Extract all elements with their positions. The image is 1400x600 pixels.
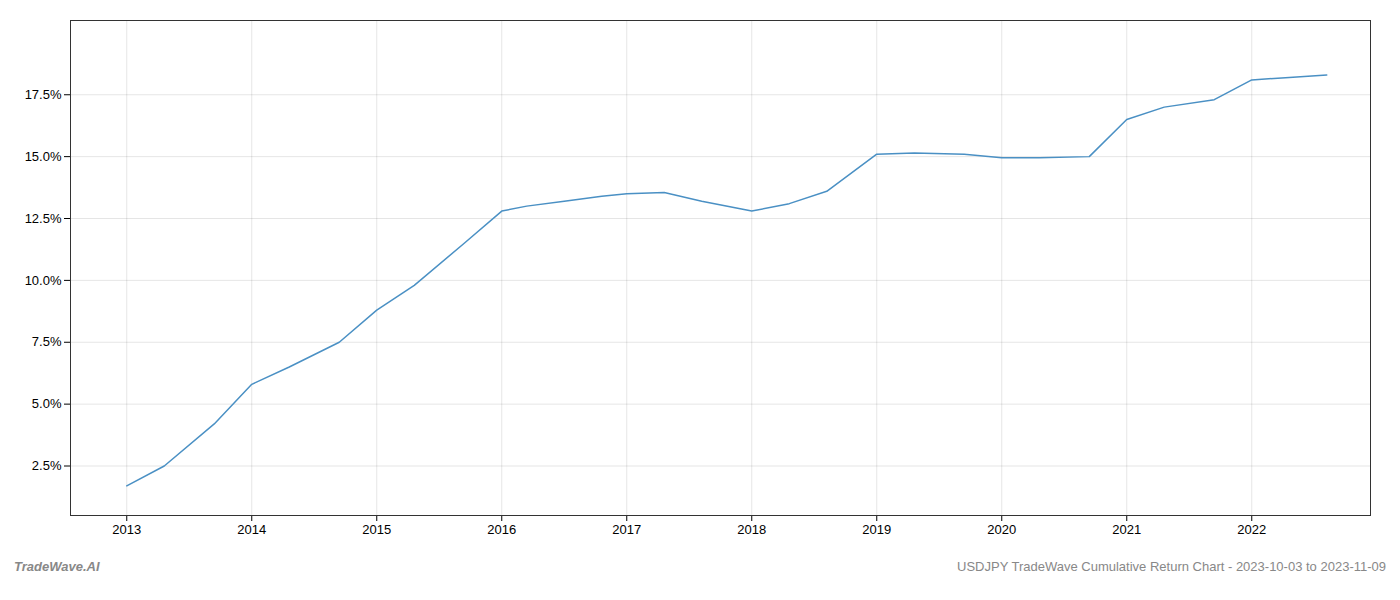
svg-text:2.5%: 2.5% bbox=[32, 458, 62, 473]
svg-text:5.0%: 5.0% bbox=[32, 396, 62, 411]
svg-text:2020: 2020 bbox=[987, 522, 1016, 537]
svg-text:10.0%: 10.0% bbox=[25, 273, 62, 288]
html-text:USDJPY TradeWave Cumulative Re: USDJPY TradeWave Cumulative Return Chart… bbox=[957, 559, 1386, 574]
svg-text:2015: 2015 bbox=[362, 522, 391, 537]
svg-text:12.5%: 12.5% bbox=[25, 211, 62, 226]
svg-text:2017: 2017 bbox=[612, 522, 641, 537]
svg-text:2018: 2018 bbox=[737, 522, 766, 537]
svg-text:17.5%: 17.5% bbox=[25, 87, 62, 102]
svg-text:2013: 2013 bbox=[112, 522, 141, 537]
svg-text:2022: 2022 bbox=[1237, 522, 1266, 537]
svg-text:2016: 2016 bbox=[487, 522, 516, 537]
svg-text:7.5%: 7.5% bbox=[32, 334, 62, 349]
svg-text:2019: 2019 bbox=[862, 522, 891, 537]
svg-text:2021: 2021 bbox=[1112, 522, 1141, 537]
svg-text:15.0%: 15.0% bbox=[25, 149, 62, 164]
svg-text:2014: 2014 bbox=[237, 522, 266, 537]
html-text:TradeWave.AI: TradeWave.AI bbox=[14, 559, 100, 574]
